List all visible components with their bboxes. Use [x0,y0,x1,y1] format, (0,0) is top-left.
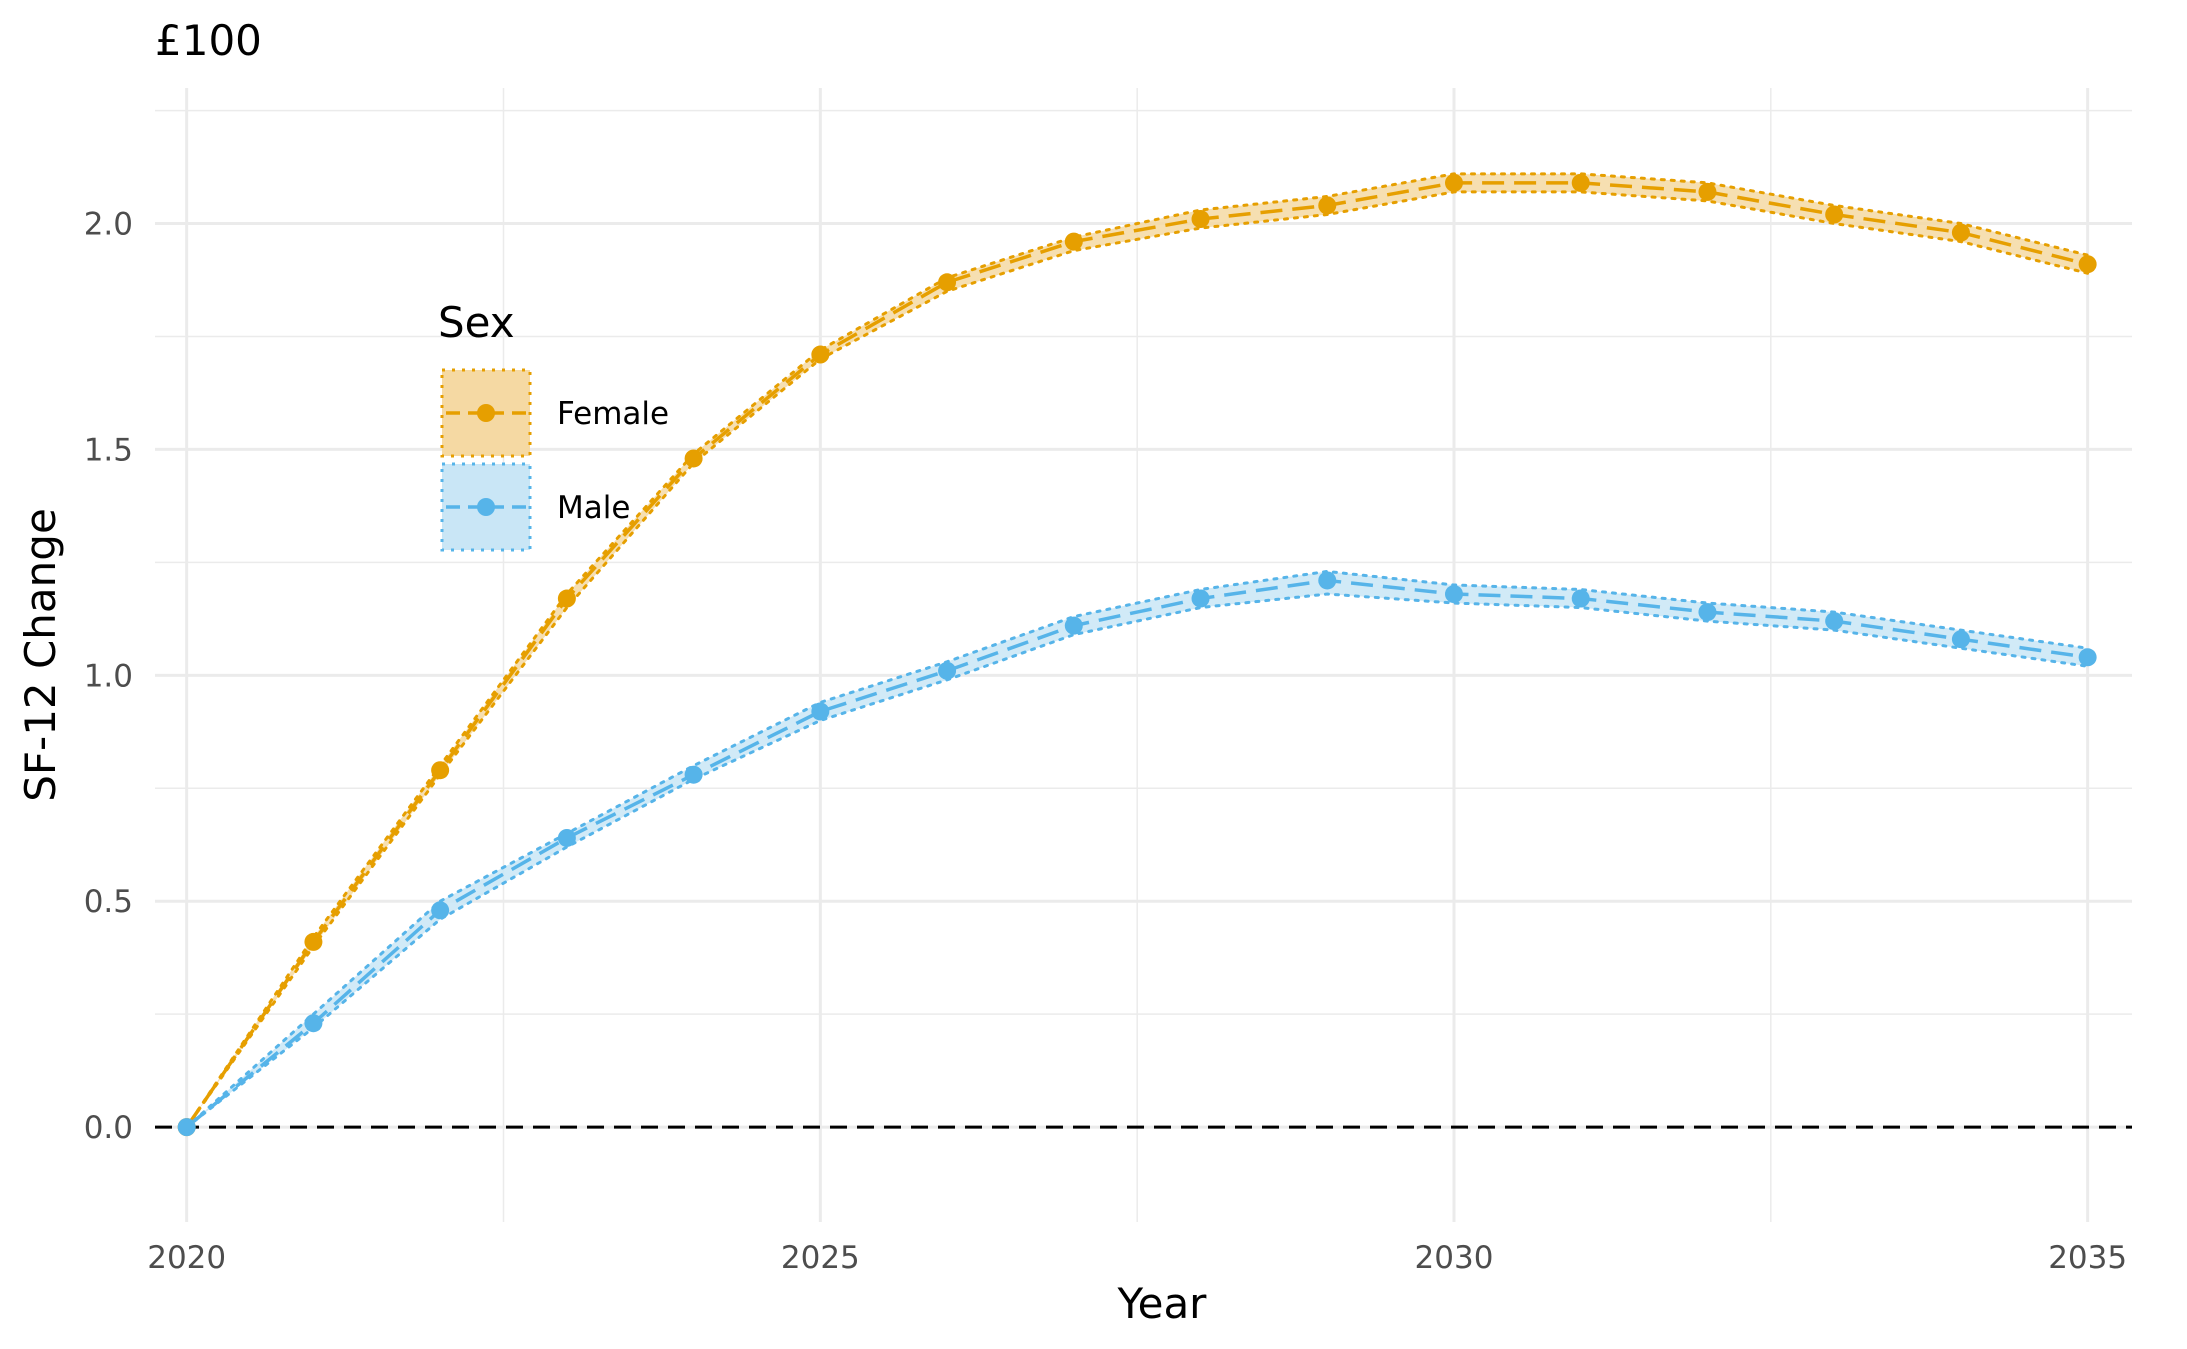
data-point-male [1951,630,1970,649]
data-point-female [1571,173,1590,192]
confidence-bands [186,173,2088,1128]
data-points [177,173,2097,1137]
data-point-male [304,1014,323,1033]
data-point-male [811,702,830,721]
x-tick-label: 2035 [2048,1240,2127,1276]
data-point-male [1571,589,1590,608]
y-tick-label: 1.5 [84,432,133,468]
y-tick-label: 0.5 [84,884,133,920]
series-lines [185,172,2090,1129]
data-point-male [1191,589,1210,608]
plot-title: £100 [155,16,262,65]
y-tick-label: 2.0 [84,207,133,243]
data-point-female [557,589,576,608]
band-male [186,571,2088,1128]
data-point-male [1825,612,1844,631]
y-tick-label: 1.0 [84,658,133,694]
data-point-female [1064,232,1083,251]
legend-title: Sex [438,298,515,347]
data-point-female [1318,196,1337,215]
data-point-male [1444,585,1463,604]
series-line-female [185,181,2089,1129]
y-tick-label: 0.0 [84,1110,133,1146]
y-axis-tick-labels: 0.0 0.5 1.0 1.5 2.0 [84,207,133,1147]
y-axis-title: SF-12 Change [16,508,65,802]
x-tick-label: 2030 [1415,1240,1494,1276]
data-point-male [557,828,576,847]
data-point-male [1318,571,1337,590]
series-line-male [185,578,2088,1129]
legend-items: Female Male [440,368,669,552]
data-point-male [938,661,957,680]
x-tick-label: 2025 [781,1240,860,1276]
data-point-female [1825,205,1844,224]
band-upper-male [185,569,2090,1129]
data-point-female [684,449,703,468]
x-tick-label: 2020 [147,1240,226,1276]
data-point-male [1698,603,1717,622]
band-lower-male [185,592,2090,1129]
x-axis-title: Year [1117,1279,1208,1328]
data-point-male [431,901,450,920]
data-point-female [1698,182,1717,201]
band-upper-female [185,172,2090,1129]
data-point-female [1951,223,1970,242]
data-point-female [1444,173,1463,192]
data-point-male [2078,648,2097,667]
band-lower-female [185,190,2090,1129]
legend-label-male: Male [557,490,630,526]
legend-label-female: Female [557,396,669,432]
data-point-female [1191,210,1210,229]
data-point-male [1064,616,1083,635]
data-point-male [177,1118,196,1137]
legend-key-point-male [477,498,495,516]
legend-key-point-female [477,404,495,422]
data-point-female [431,761,450,780]
data-point-female [938,273,957,292]
data-point-female [811,345,830,364]
grid [155,88,2132,1222]
data-point-female [2078,255,2097,274]
x-axis-tick-labels: 2020 2025 2030 2035 [147,1240,2127,1276]
legend: Sex Female Male [438,298,669,552]
data-point-male [684,765,703,784]
data-point-female [304,932,323,951]
